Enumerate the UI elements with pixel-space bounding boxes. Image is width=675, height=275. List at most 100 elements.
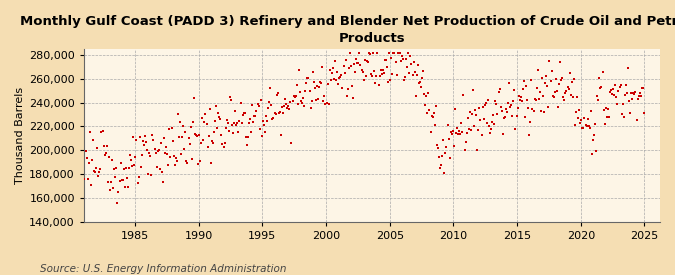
Point bbox=[388, 50, 399, 55]
Point bbox=[354, 50, 364, 55]
Point bbox=[136, 153, 147, 157]
Point bbox=[377, 68, 388, 73]
Point bbox=[186, 157, 197, 161]
Point bbox=[553, 105, 564, 109]
Point bbox=[452, 126, 462, 130]
Point bbox=[88, 169, 99, 174]
Point bbox=[616, 111, 627, 116]
Point bbox=[526, 78, 537, 82]
Point bbox=[516, 95, 526, 100]
Point bbox=[325, 78, 336, 82]
Point bbox=[448, 144, 459, 148]
Point bbox=[561, 89, 572, 93]
Point bbox=[86, 157, 97, 162]
Point bbox=[219, 141, 230, 145]
Point bbox=[214, 115, 225, 119]
Point bbox=[470, 107, 481, 112]
Point bbox=[176, 152, 186, 156]
Point bbox=[151, 150, 161, 155]
Point bbox=[615, 83, 626, 87]
Point bbox=[541, 74, 551, 78]
Point bbox=[242, 135, 253, 139]
Point bbox=[281, 102, 292, 106]
Text: Source: U.S. Energy Information Administration: Source: U.S. Energy Information Administ… bbox=[40, 264, 287, 274]
Point bbox=[218, 145, 229, 149]
Point bbox=[143, 172, 154, 177]
Point bbox=[98, 144, 109, 148]
Point bbox=[589, 133, 599, 138]
Point bbox=[211, 104, 221, 108]
Point bbox=[240, 111, 250, 115]
Point bbox=[466, 128, 477, 132]
Point bbox=[607, 92, 618, 97]
Point bbox=[235, 101, 246, 105]
Point bbox=[402, 64, 412, 69]
Point bbox=[337, 86, 348, 90]
Point bbox=[277, 111, 288, 115]
Point bbox=[444, 156, 455, 161]
Point bbox=[622, 65, 633, 70]
Point bbox=[545, 78, 556, 83]
Point bbox=[456, 121, 466, 125]
Title: Monthly Gulf Coast (PADD 3) Refinery and Blender Net Production of Crude Oil and: Monthly Gulf Coast (PADD 3) Refinery and… bbox=[20, 15, 675, 45]
Point bbox=[576, 118, 587, 123]
Point bbox=[528, 109, 539, 113]
Point bbox=[633, 94, 644, 98]
Point bbox=[346, 64, 356, 68]
Point bbox=[268, 116, 279, 121]
Point bbox=[551, 89, 562, 93]
Point bbox=[201, 121, 212, 126]
Point bbox=[527, 107, 538, 111]
Point bbox=[394, 51, 405, 56]
Point bbox=[247, 103, 258, 107]
Point bbox=[474, 106, 485, 110]
Point bbox=[223, 128, 234, 133]
Point bbox=[314, 85, 325, 89]
Point bbox=[160, 151, 171, 155]
Point bbox=[359, 57, 370, 62]
Point bbox=[157, 169, 167, 174]
Point bbox=[116, 178, 127, 183]
Y-axis label: Thousand Barrels: Thousand Barrels bbox=[15, 87, 25, 184]
Point bbox=[83, 161, 94, 166]
Point bbox=[362, 59, 373, 63]
Point bbox=[598, 108, 609, 113]
Point bbox=[86, 183, 97, 187]
Point bbox=[481, 121, 492, 125]
Point bbox=[198, 138, 209, 142]
Point bbox=[572, 95, 583, 99]
Point bbox=[403, 50, 414, 55]
Point bbox=[522, 98, 533, 102]
Point bbox=[626, 91, 637, 95]
Point bbox=[620, 93, 630, 97]
Point bbox=[114, 179, 125, 183]
Point bbox=[329, 59, 340, 63]
Point bbox=[103, 180, 113, 184]
Point bbox=[344, 65, 354, 70]
Point bbox=[505, 105, 516, 109]
Point bbox=[249, 114, 260, 118]
Point bbox=[165, 154, 176, 159]
Point bbox=[126, 157, 136, 162]
Point bbox=[118, 167, 129, 171]
Point bbox=[138, 143, 149, 148]
Point bbox=[405, 54, 416, 58]
Point bbox=[425, 130, 436, 134]
Point bbox=[394, 50, 404, 55]
Point bbox=[296, 99, 306, 103]
Point bbox=[631, 117, 642, 122]
Point bbox=[119, 185, 130, 189]
Point bbox=[79, 177, 90, 181]
Point bbox=[597, 70, 608, 74]
Point bbox=[407, 73, 418, 77]
Point bbox=[324, 68, 335, 72]
Point bbox=[508, 99, 519, 103]
Point bbox=[392, 73, 402, 77]
Point bbox=[225, 98, 236, 102]
Point bbox=[548, 95, 559, 99]
Point bbox=[408, 60, 419, 64]
Point bbox=[426, 114, 437, 119]
Point bbox=[374, 73, 385, 78]
Point bbox=[90, 170, 101, 175]
Point bbox=[608, 87, 618, 91]
